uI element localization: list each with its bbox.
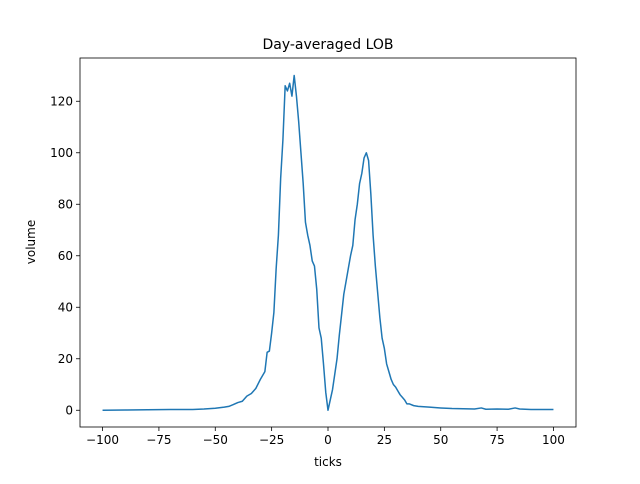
y-tick-label: 40: [58, 300, 73, 314]
chart-title: Day-averaged LOB: [262, 37, 393, 53]
x-tick-label: −75: [146, 433, 171, 447]
data-line: [102, 74, 554, 412]
x-tick-label: −50: [203, 433, 228, 447]
x-tick-label: −100: [86, 433, 119, 447]
x-tick-label: −25: [259, 433, 284, 447]
y-tick-label: 20: [58, 352, 73, 366]
x-tick-label: 25: [377, 433, 392, 447]
y-tick-label: 60: [58, 249, 73, 263]
x-tick-label: 50: [433, 433, 448, 447]
x-tick-label: 75: [489, 433, 504, 447]
x-tick-label: 100: [542, 433, 565, 447]
y-tick-label: 80: [58, 197, 73, 211]
y-tick-label: 100: [50, 146, 73, 160]
x-axis-label: ticks: [314, 455, 342, 469]
y-axis-label: volume: [24, 220, 38, 264]
y-tick-label: 0: [65, 403, 73, 417]
x-tick-label: 0: [324, 433, 332, 447]
y-tick-label: 120: [50, 94, 73, 108]
axes-frame: [79, 57, 577, 428]
